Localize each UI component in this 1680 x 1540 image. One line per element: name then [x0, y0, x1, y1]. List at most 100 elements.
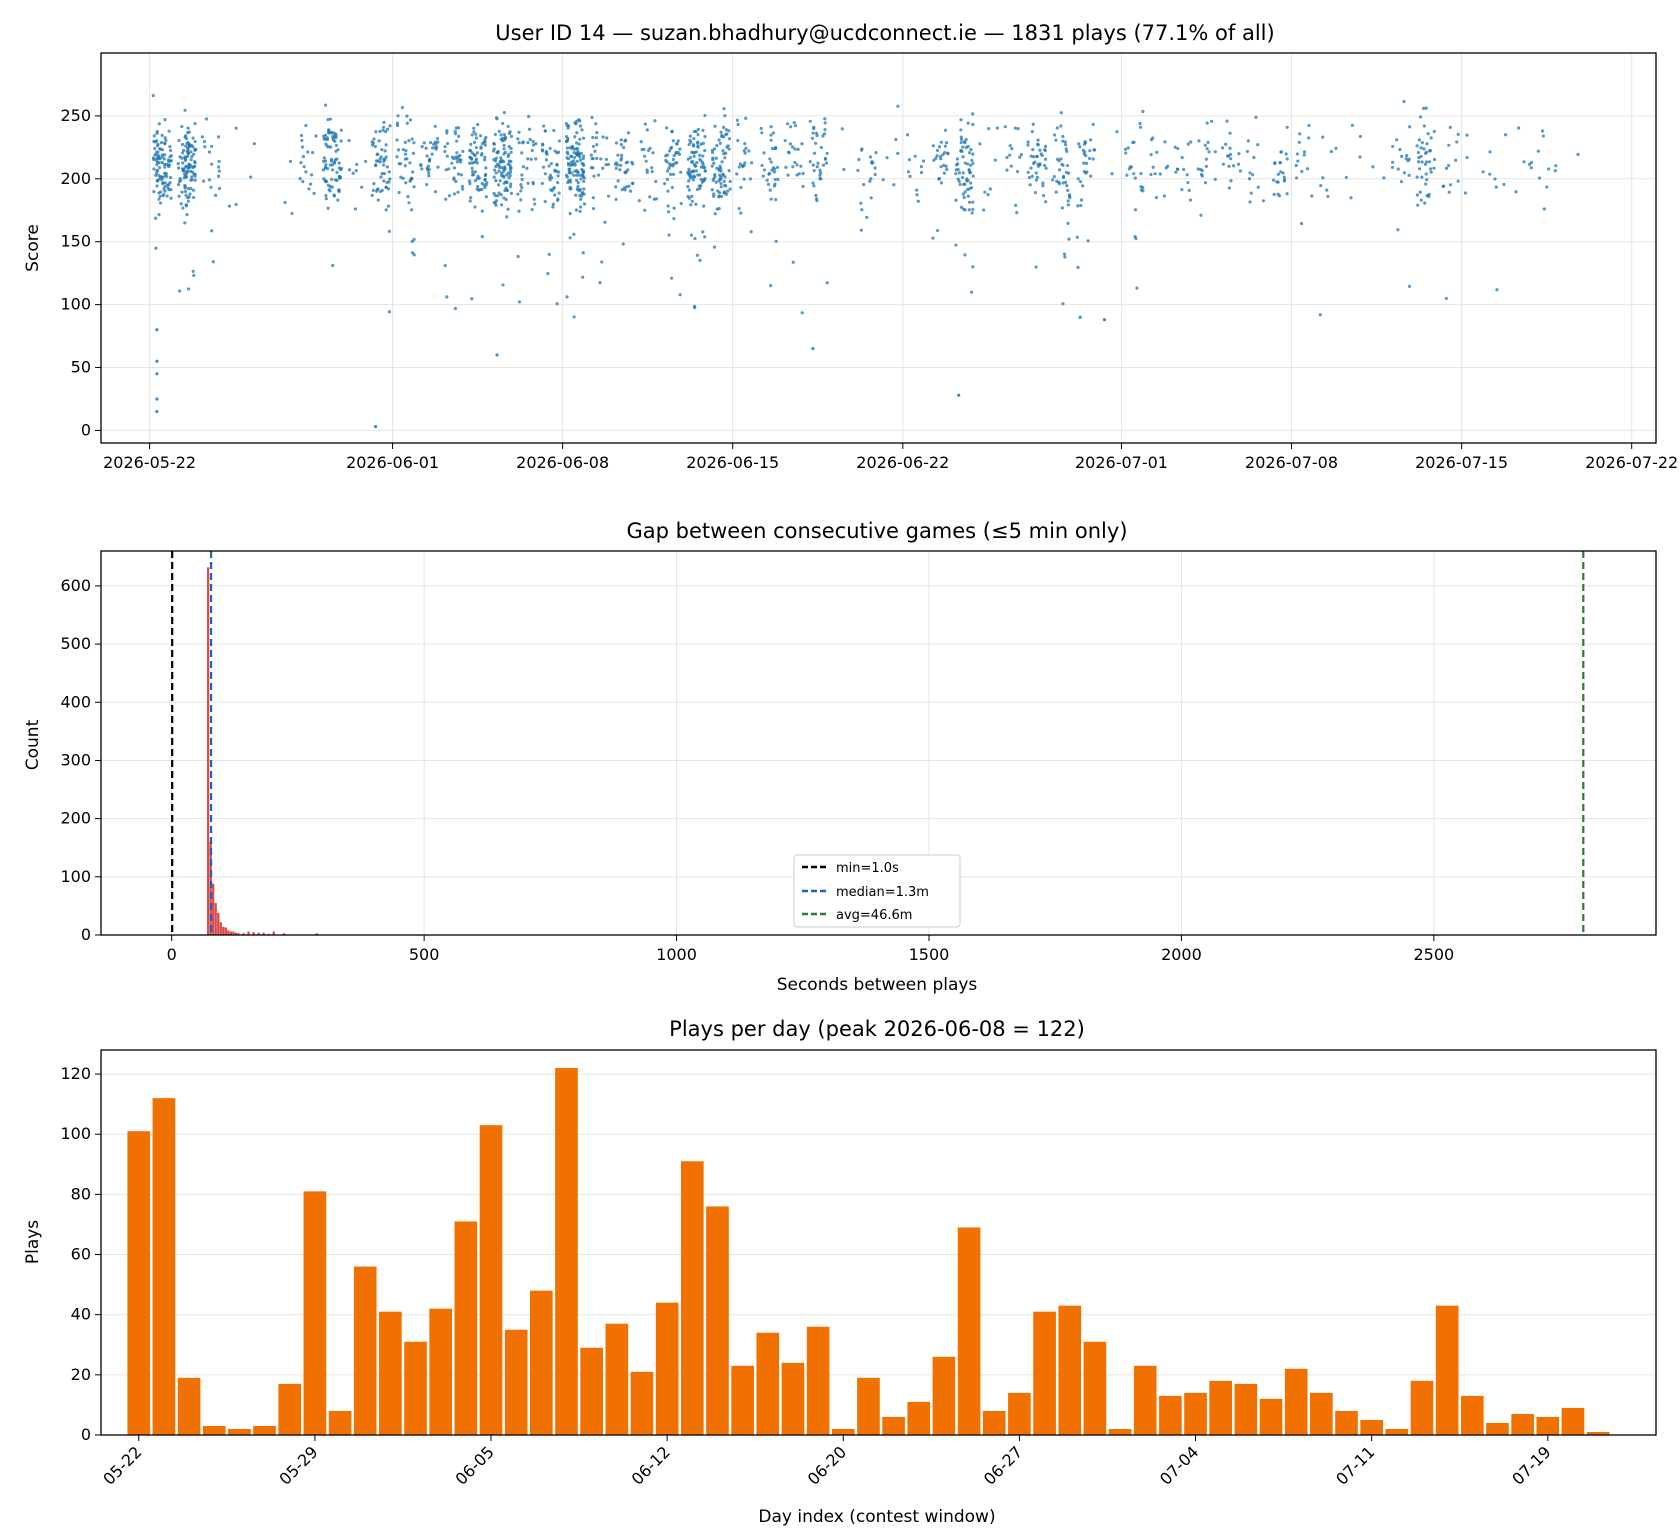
- scatter-point: [355, 162, 359, 166]
- scatter-point: [959, 135, 963, 139]
- scatter-point: [506, 124, 510, 129]
- scatter-point: [710, 150, 715, 155]
- scatter-point: [298, 177, 302, 181]
- scatter-point: [181, 148, 186, 153]
- daily-bar: [454, 1221, 478, 1435]
- scatter-point: [422, 141, 426, 145]
- scatter-point: [1008, 153, 1012, 157]
- scatter-point: [454, 126, 458, 130]
- scatter-point: [476, 122, 480, 127]
- scatter-point: [1229, 179, 1233, 183]
- scatter-point: [719, 185, 723, 189]
- scatter-point: [445, 141, 450, 146]
- scatter-point: [614, 166, 618, 170]
- scatter-point: [183, 189, 188, 194]
- scatter-point: [445, 154, 449, 158]
- scatter-point: [1062, 252, 1067, 256]
- scatter-point: [575, 131, 579, 135]
- daily-bar: [1360, 1419, 1383, 1435]
- scatter-point: [1031, 148, 1035, 152]
- scatter-point: [407, 139, 411, 143]
- scatter-point: [1537, 176, 1542, 180]
- scatter-point: [1082, 170, 1086, 174]
- scatter-point: [1010, 147, 1014, 151]
- scatter-point: [1044, 166, 1048, 170]
- scatter-point: [443, 145, 447, 149]
- scatter-point: [166, 163, 171, 167]
- scatter-point: [1296, 159, 1300, 163]
- scatter-point: [1415, 193, 1419, 197]
- scatter-point: [1273, 161, 1277, 166]
- scatter-point: [409, 208, 414, 212]
- scatter-point: [772, 170, 777, 174]
- scatter-point: [202, 179, 206, 183]
- scatter-point: [388, 124, 392, 128]
- scatter-point: [1163, 140, 1167, 144]
- scatter-point: [550, 189, 554, 193]
- scatter-point: [376, 152, 380, 156]
- scatter-point: [427, 159, 432, 163]
- scatter-point: [335, 157, 339, 161]
- scatter-point: [1407, 173, 1411, 177]
- scatter-point: [963, 141, 967, 145]
- gap-histogram-panel: Gap between consecutive games (≤5 min on…: [23, 519, 1657, 995]
- daily-title: Plays per day (peak 2026-06-08 = 122): [669, 1017, 1085, 1041]
- scatter-ticklabel-y: 0: [81, 420, 91, 439]
- scatter-point: [569, 160, 574, 164]
- scatter-point: [472, 126, 476, 130]
- scatter-point: [324, 194, 328, 198]
- scatter-point: [1325, 188, 1329, 192]
- scatter-point: [217, 169, 221, 173]
- scatter-point: [1123, 147, 1128, 151]
- scatter-point: [1407, 284, 1412, 289]
- scatter-point: [1305, 167, 1310, 171]
- scatter-point: [1455, 140, 1459, 144]
- scatter-point: [169, 196, 173, 200]
- scatter-point: [1180, 156, 1184, 160]
- scatter-point: [326, 145, 331, 149]
- scatter-point: [574, 208, 578, 212]
- scatter-point: [1164, 166, 1168, 170]
- scatter-point: [702, 204, 706, 208]
- scatter-point: [453, 129, 457, 133]
- scatter-point: [565, 150, 569, 154]
- scatter-point: [526, 157, 530, 161]
- scatter-point: [769, 133, 773, 137]
- histogram-bar: [214, 903, 217, 935]
- scatter-point: [575, 141, 579, 145]
- scatter-point: [722, 107, 726, 111]
- scatter-point: [496, 183, 501, 187]
- scatter-point: [160, 148, 165, 152]
- scatter-point: [621, 145, 626, 150]
- histogram-bars: [207, 567, 318, 935]
- scatter-point: [652, 197, 656, 201]
- scatter-point: [419, 162, 423, 167]
- scatter-point: [168, 175, 173, 180]
- scatter-point: [324, 162, 328, 167]
- scatter-point: [155, 328, 159, 332]
- scatter-point: [1126, 146, 1130, 150]
- scatter-point: [670, 130, 674, 134]
- scatter-point: [812, 125, 816, 130]
- scatter-point: [717, 138, 721, 142]
- scatter-point: [1272, 192, 1276, 197]
- scatter-point: [1031, 155, 1036, 159]
- scatter-point: [696, 133, 700, 137]
- scatter-point: [444, 168, 448, 172]
- scatter-point: [860, 208, 864, 212]
- scatter-point: [386, 204, 391, 208]
- scatter-point: [717, 207, 721, 211]
- scatter-point: [186, 287, 191, 291]
- scatter-point: [736, 122, 740, 127]
- scatter-point: [434, 142, 438, 146]
- scatter-point: [651, 151, 655, 155]
- scatter-point: [1396, 228, 1400, 232]
- scatter-point: [1005, 168, 1009, 172]
- scatter-point: [502, 160, 506, 164]
- scatter-point: [373, 144, 377, 149]
- scatter-point: [576, 184, 580, 188]
- scatter-point: [565, 146, 569, 150]
- scatter-point: [401, 147, 405, 152]
- scatter-point: [701, 128, 705, 132]
- scatter-point: [966, 194, 970, 198]
